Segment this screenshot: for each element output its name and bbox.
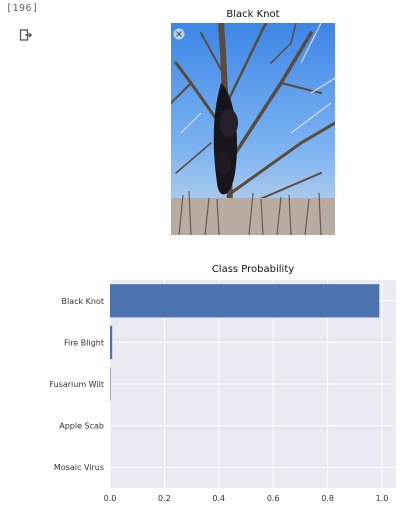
x-tick-label: 0.6 bbox=[267, 494, 280, 503]
close-icon[interactable] bbox=[173, 25, 185, 40]
x-tick-label: 0.8 bbox=[321, 494, 334, 503]
y-tick-label: Black Knot bbox=[61, 297, 104, 306]
cell-execution-counter: [196] bbox=[6, 3, 39, 14]
x-tick-label: 0.0 bbox=[104, 494, 117, 503]
leaf-photo bbox=[171, 23, 335, 235]
y-tick-label: Mosaic Virus bbox=[54, 463, 104, 472]
y-tick-label: Apple Scab bbox=[59, 422, 104, 431]
y-tick-label: Fire Blight bbox=[64, 338, 104, 347]
chart-title: Class Probability bbox=[212, 264, 294, 275]
output-redirect-icon[interactable] bbox=[18, 27, 34, 43]
image-title: Black Knot bbox=[226, 9, 280, 20]
y-tick-label: Fusarium Wilt bbox=[49, 380, 104, 389]
bar-black-knot bbox=[110, 284, 380, 318]
x-tick-label: 0.2 bbox=[158, 494, 171, 503]
class-probability-chart: Class Probability Black Knot Fire Blight F… bbox=[0, 258, 405, 508]
bar-fire-blight bbox=[110, 325, 113, 360]
bar-fusarium-wilt bbox=[110, 367, 111, 401]
x-tick-label: 0.4 bbox=[212, 494, 225, 503]
x-tick-label: 1.0 bbox=[376, 494, 389, 503]
